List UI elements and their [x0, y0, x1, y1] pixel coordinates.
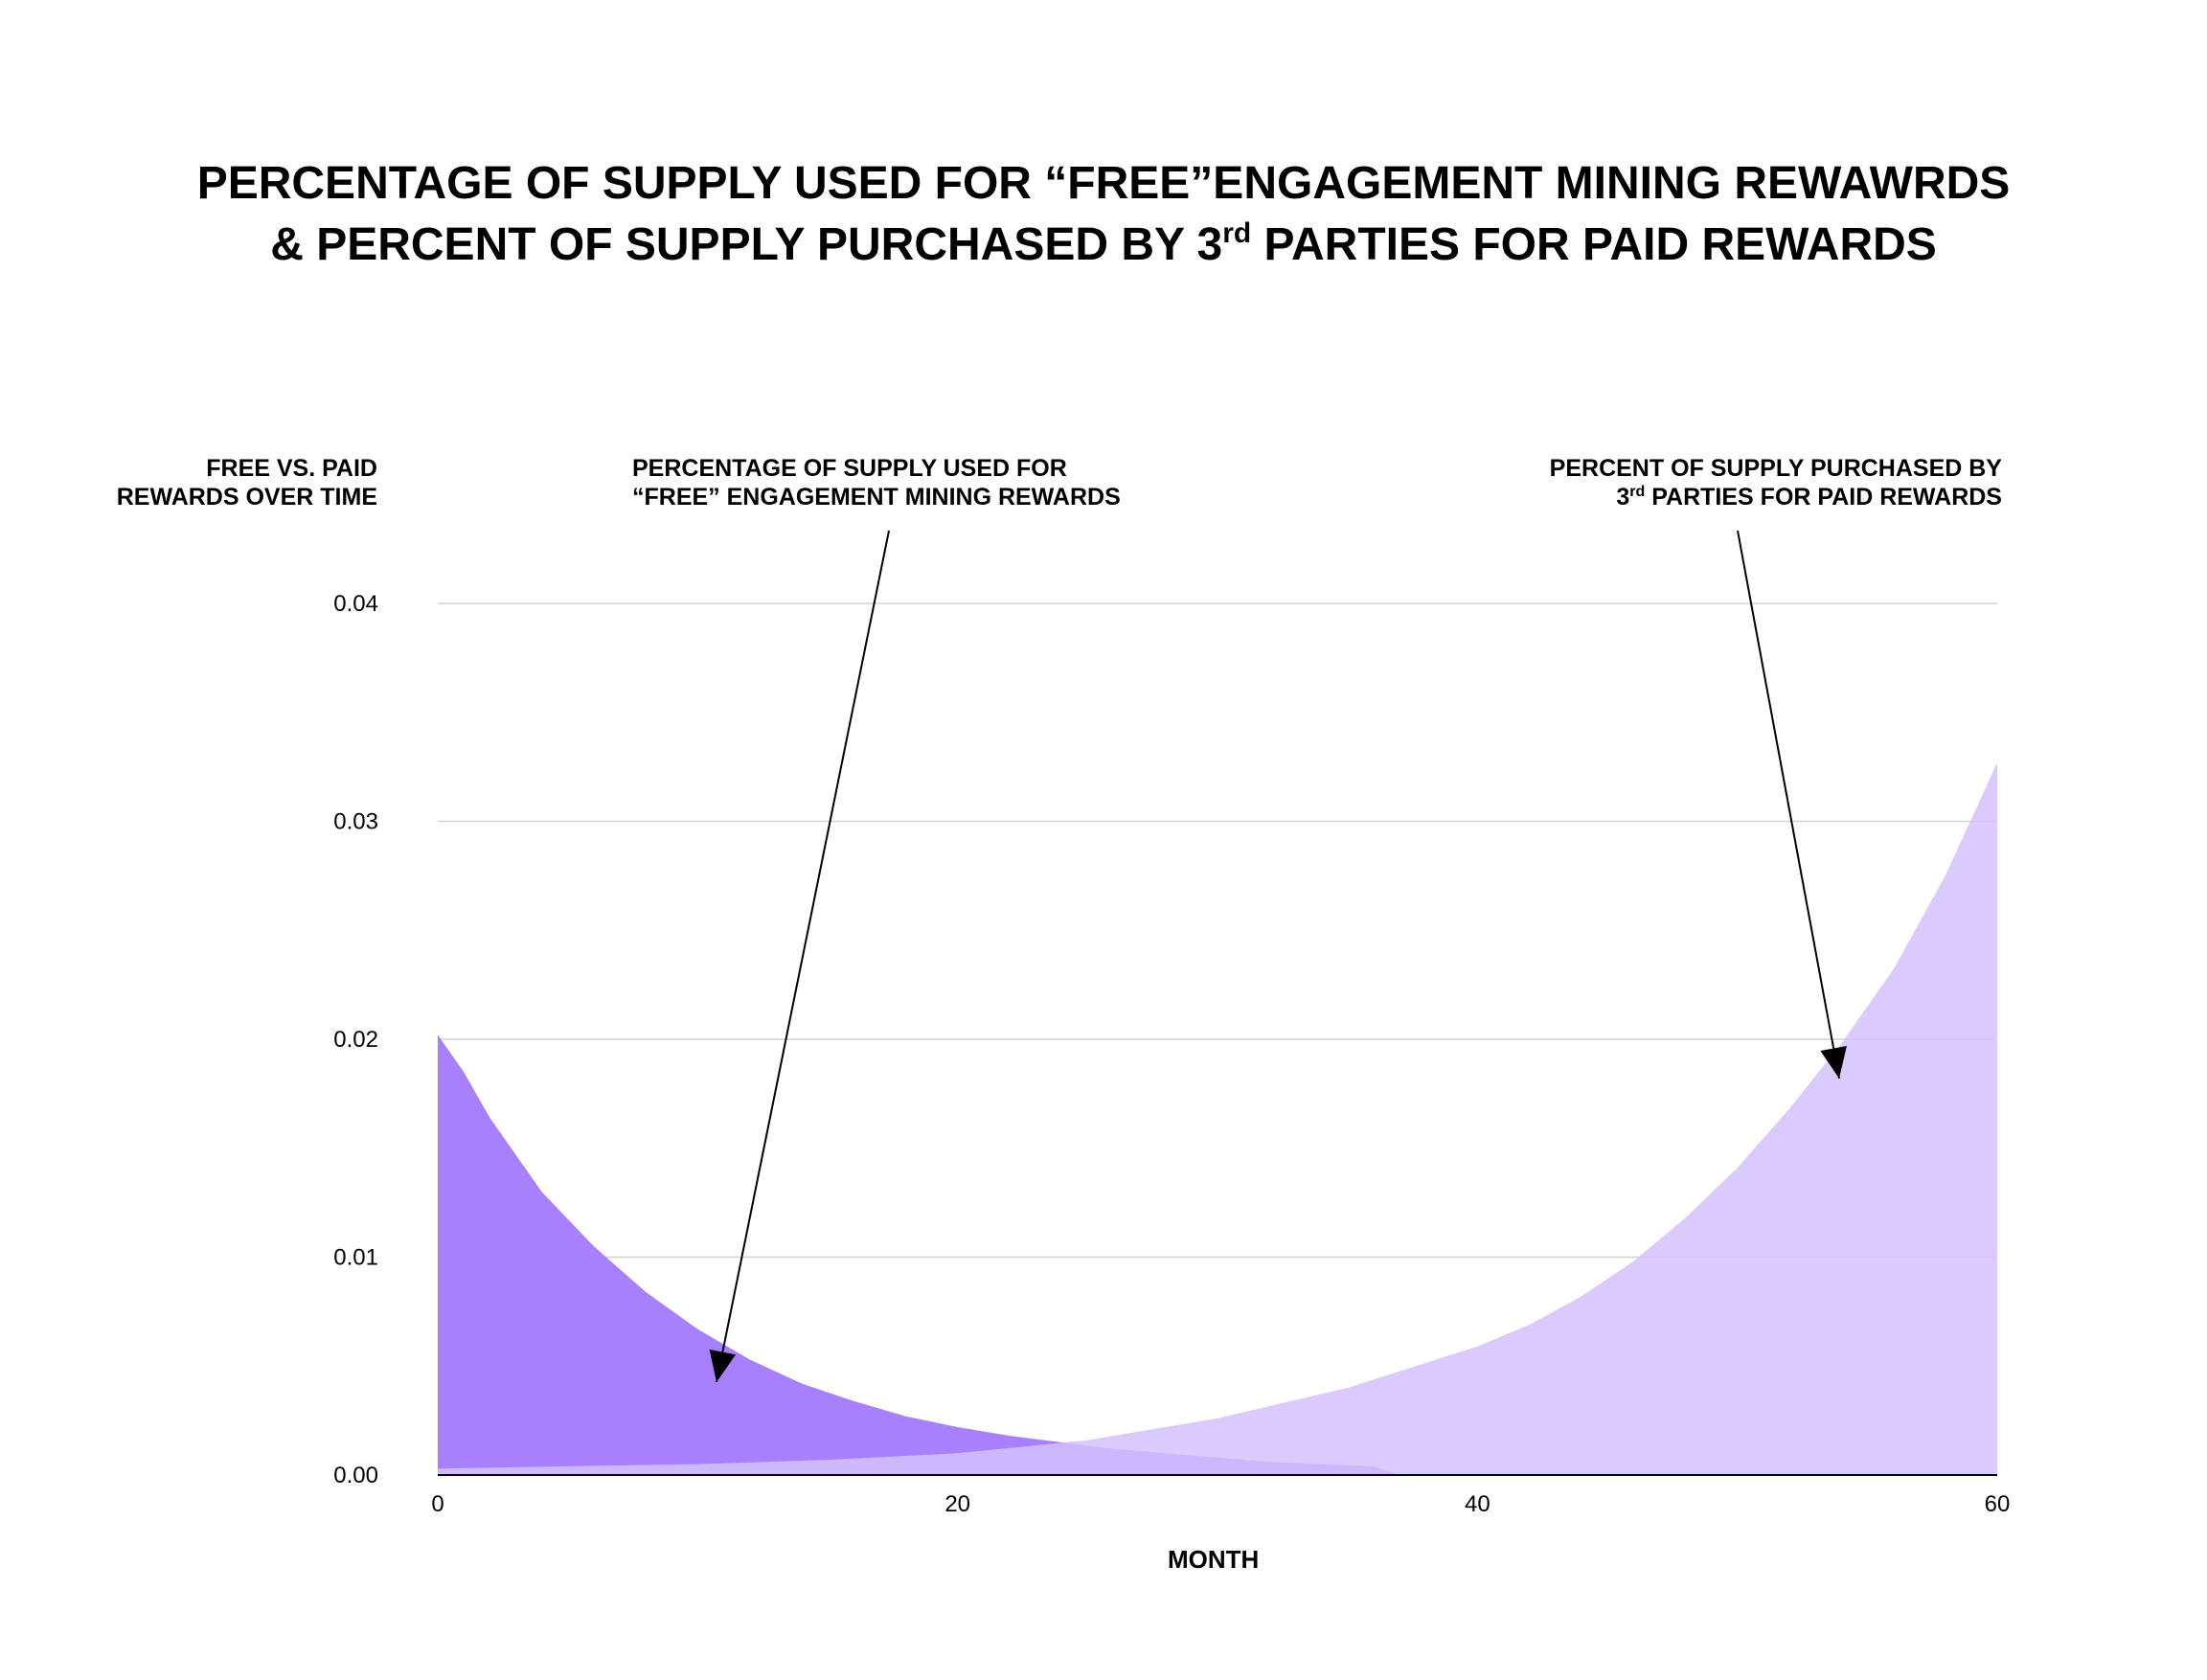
y-tick-label: 0.04 — [333, 591, 378, 617]
annotation-paid-line-1: PERCENT OF SUPPLY PURCHASED BY — [1549, 455, 2002, 482]
title-line-2-tail: PARTIES FOR PAID REWARDS — [1251, 219, 1937, 270]
annotation-paid-line-2-number: 3 — [1616, 484, 1630, 511]
arrow-paid-head — [1820, 1045, 1847, 1078]
x-tick-label: 20 — [944, 1491, 970, 1517]
annotation-paid-line-2: 3rd PARTIES FOR PAID REWARDS — [1550, 483, 2002, 511]
tick-labels: 0.00 0.01 0.02 0.03 0.04 0 20 40 60 — [333, 591, 2010, 1517]
annotation-free-rewards: PERCENTAGE OF SUPPLY USED FOR “FREE” ENG… — [632, 454, 1121, 511]
chart-title-line-2: & PERCENT OF SUPPLY PURCHASED BY 3rd PAR… — [0, 215, 2207, 276]
y-axis-label: FREE VS. PAID REWARDS OVER TIME — [117, 454, 377, 511]
annotation-free-line-1: PERCENTAGE OF SUPPLY USED FOR — [632, 455, 1067, 482]
x-axis-label: MONTH — [1168, 1545, 1260, 1574]
area-series — [438, 762, 1997, 1475]
annotation-paid-line-2-text: PARTIES FOR PAID REWARDS — [1645, 484, 2002, 511]
annotation-arrows — [709, 530, 1847, 1383]
chart-title: PERCENTAGE OF SUPPLY USED FOR “FREE”ENGA… — [0, 153, 2207, 276]
area-series-1 — [438, 1034, 1399, 1475]
arrow-free-head — [709, 1349, 737, 1382]
annotation-paid-line-2-superscript: rd — [1629, 484, 1646, 500]
y-axis-label-line-2: REWARDS OVER TIME — [116, 484, 377, 511]
x-tick-label: 60 — [1985, 1491, 2011, 1517]
y-axis-label-line-1: FREE VS. PAID — [206, 455, 377, 482]
annotation-paid-rewards: PERCENT OF SUPPLY PURCHASED BY 3rd PARTI… — [1550, 454, 2002, 511]
title-line-2-superscript: rd — [1222, 217, 1252, 249]
arrow-paid-line — [1737, 530, 1840, 1079]
chart-title-line-1: PERCENTAGE OF SUPPLY USED FOR “FREE”ENGA… — [196, 158, 2011, 209]
y-tick-label: 0.01 — [333, 1245, 378, 1271]
y-tick-label: 0.00 — [333, 1463, 378, 1488]
area-series-2 — [438, 762, 1997, 1475]
y-tick-label: 0.03 — [333, 809, 378, 835]
y-tick-label: 0.02 — [333, 1027, 378, 1053]
x-tick-label: 0 — [431, 1491, 444, 1517]
arrow-free-line — [716, 530, 890, 1383]
x-tick-label: 40 — [1465, 1491, 1490, 1517]
annotation-free-line-2: “FREE” ENGAGEMENT MINING REWARDS — [632, 484, 1121, 511]
title-line-2-text: & PERCENT OF SUPPLY PURCHASED BY 3 — [270, 219, 1223, 270]
